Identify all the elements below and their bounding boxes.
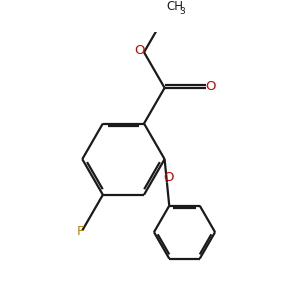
Text: 3: 3 — [179, 7, 185, 16]
Text: F: F — [76, 225, 84, 238]
Text: O: O — [134, 44, 145, 57]
Text: O: O — [205, 80, 215, 93]
Text: O: O — [163, 171, 173, 184]
Text: CH: CH — [166, 0, 183, 14]
